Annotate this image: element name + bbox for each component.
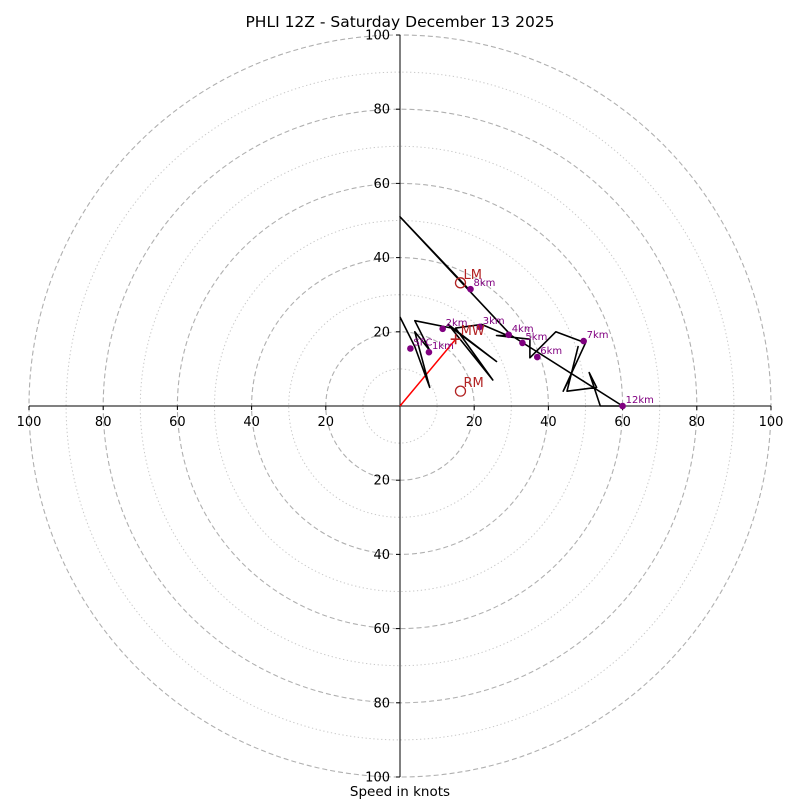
x-tick-label: 60 — [614, 415, 631, 430]
level-marker-6km — [533, 353, 541, 361]
level-marker-1km — [425, 348, 433, 356]
y-tick-label: 40 — [373, 548, 390, 563]
level-label-3km: 3km — [483, 316, 505, 327]
storm-motion-markers: RM LM MW — [450, 268, 485, 397]
level-marker-sfc — [407, 345, 414, 352]
y-tick-label: 100 — [365, 771, 390, 786]
x-tick-label: 100 — [17, 415, 42, 430]
x-tick-label: 80 — [689, 415, 706, 430]
x-tick-label: 100 — [759, 415, 784, 430]
y-tick-label: 80 — [373, 696, 390, 711]
y-tick-label: 100 — [365, 29, 390, 44]
level-marker-4km — [505, 331, 513, 339]
tick-labels: 100 80 60 40 20 20 40 60 80 100 100 80 60 40 20 20 40 60 8… — [17, 29, 784, 786]
storm-label-lm: LM — [463, 268, 481, 283]
level-label-5km: 5km — [525, 332, 547, 343]
level-label-2km: 2km — [446, 318, 468, 329]
mean-wind-line — [399, 338, 457, 407]
chart-title: PHLI 12Z - Saturday December 13 2025 — [245, 13, 554, 31]
mean-wind-label: MW — [461, 324, 485, 339]
level-marker-3km — [476, 323, 484, 331]
mean-wind-marker — [450, 334, 461, 345]
level-marker-8km — [467, 285, 474, 293]
level-label-1km: 1km — [432, 341, 454, 352]
y-tick-label: 60 — [373, 177, 390, 192]
hodograph-trace — [399, 216, 624, 407]
y-tick-label: 20 — [373, 474, 390, 489]
storm-marker-rm — [454, 385, 467, 397]
level-label-4km: 4km — [512, 324, 534, 335]
y-tick-label: 40 — [373, 251, 390, 266]
y-tick-label: 20 — [373, 325, 390, 340]
storm-marker-lm — [454, 277, 467, 289]
hodograph-line — [399, 216, 624, 407]
level-label-7km: 7km — [587, 330, 609, 341]
level-marker-12km — [619, 402, 626, 410]
level-label-sfc: SFC — [413, 337, 432, 348]
x-tick-label: 20 — [318, 415, 335, 430]
x-tick-label: 60 — [169, 415, 186, 430]
level-marker-2km — [439, 325, 446, 333]
x-tick-label: 80 — [95, 415, 112, 430]
x-tick-label: 40 — [243, 415, 260, 430]
level-label-8km: 8km — [473, 278, 495, 289]
level-label-6km: 6km — [540, 346, 562, 357]
storm-label-rm: RM — [463, 376, 483, 391]
y-tick-label: 80 — [373, 103, 390, 118]
level-label-12km: 12km — [626, 395, 654, 406]
x-axis-label: Speed in knots — [350, 784, 450, 800]
x-tick-label: 20 — [466, 415, 483, 430]
level-marker-7km — [580, 337, 587, 345]
level-marker-5km — [519, 339, 526, 347]
x-tick-label: 40 — [540, 415, 557, 430]
y-tick-label: 60 — [373, 622, 390, 637]
mean-wind-vector — [399, 338, 457, 407]
